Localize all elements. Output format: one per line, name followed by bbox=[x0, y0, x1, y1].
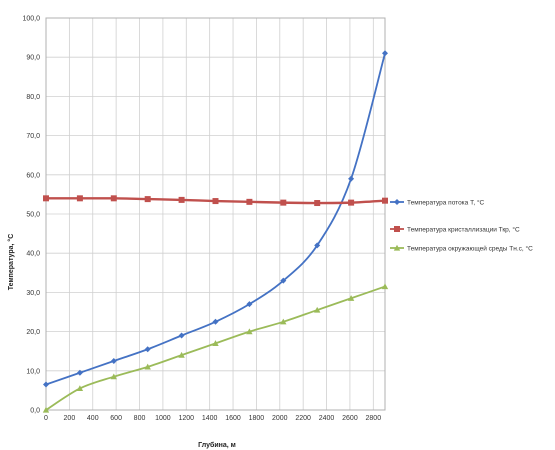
data-point-flow bbox=[76, 369, 83, 376]
x-axis-ticks: 0 200 400 600 800 1000 1200 1400 1600 1800 2000 220… bbox=[44, 415, 381, 422]
data-point-ambient bbox=[212, 340, 219, 346]
series-group bbox=[42, 50, 389, 413]
series-crystallization bbox=[43, 195, 388, 207]
data-point-crystallization bbox=[110, 195, 117, 202]
y-tick-label: 0,0 bbox=[30, 408, 40, 415]
series-line-ambient bbox=[45, 285, 386, 411]
y-tick-label: 90,0 bbox=[26, 55, 40, 62]
legend-marker-flow bbox=[394, 199, 400, 205]
series-flow bbox=[43, 50, 388, 388]
data-point-flow bbox=[314, 242, 321, 249]
data-point-ambient bbox=[110, 373, 117, 380]
x-tick-label: 2400 bbox=[319, 415, 335, 422]
x-tick-label: 2600 bbox=[342, 415, 358, 422]
legend: Температура потока Т, °С Температура крис… bbox=[390, 198, 533, 252]
data-point-flow bbox=[382, 50, 388, 57]
data-point-ambient bbox=[178, 351, 185, 358]
data-point-crystallization bbox=[246, 198, 253, 205]
y-tick-label: 30,0 bbox=[26, 290, 40, 297]
y-tick-label: 60,0 bbox=[26, 172, 40, 179]
x-tick-label: 0 bbox=[44, 415, 48, 422]
x-tick-label: 1000 bbox=[155, 415, 171, 422]
data-point-crystallization bbox=[280, 199, 287, 206]
legend-marker-crystallization bbox=[394, 226, 400, 232]
data-point-ambient bbox=[381, 283, 389, 290]
y-axis-ticks: 0,0 10,0 20,0 30,0 40,0 50,0 60,0 70,0 80,0 90,0 1… bbox=[22, 16, 40, 415]
y-tick-label: 20,0 bbox=[26, 329, 40, 336]
x-tick-label: 800 bbox=[134, 415, 146, 422]
series-line-flow bbox=[45, 53, 386, 386]
y-tick-label: 40,0 bbox=[26, 251, 40, 258]
data-point-flow bbox=[280, 277, 287, 284]
data-point-crystallization bbox=[314, 200, 321, 207]
data-point-flow bbox=[178, 332, 185, 339]
data-point-flow bbox=[212, 318, 219, 325]
y-tick-label: 50,0 bbox=[26, 212, 40, 219]
legend-entry-crystallization: Температура кристаллизации Ткр, °С bbox=[407, 225, 520, 233]
data-point-flow bbox=[110, 358, 117, 364]
y-tick-label: 80,0 bbox=[26, 94, 40, 101]
plot-area-border bbox=[45, 17, 386, 411]
data-point-ambient bbox=[144, 363, 151, 370]
data-point-ambient bbox=[314, 306, 321, 313]
y-tick-label: 100,0 bbox=[22, 16, 40, 23]
x-tick-label: 400 bbox=[87, 415, 99, 422]
data-point-crystallization bbox=[144, 196, 151, 203]
grid-lines bbox=[45, 17, 386, 411]
data-point-crystallization bbox=[43, 195, 49, 202]
data-point-crystallization bbox=[382, 197, 388, 204]
y-axis-label: Температура, °С bbox=[7, 234, 15, 291]
x-tick-label: 2000 bbox=[272, 415, 288, 422]
x-tick-label: 2200 bbox=[295, 415, 311, 422]
data-point-crystallization bbox=[178, 196, 185, 203]
x-axis-label: Глубина, м bbox=[198, 441, 236, 449]
legend-entry-ambient: Температура окружающей среды Тн.с, °С bbox=[407, 244, 533, 252]
y-tick-label: 70,0 bbox=[26, 133, 40, 140]
y-tick-label: 10,0 bbox=[26, 368, 40, 375]
data-point-ambient bbox=[347, 295, 355, 301]
x-tick-label: 200 bbox=[64, 415, 76, 422]
x-tick-label: 2800 bbox=[366, 415, 382, 422]
x-tick-label: 1200 bbox=[178, 415, 194, 422]
x-tick-label: 1400 bbox=[202, 415, 218, 422]
legend-entry-flow: Температура потока Т, °С bbox=[407, 198, 485, 206]
data-point-flow bbox=[144, 346, 151, 353]
data-point-flow bbox=[246, 301, 253, 308]
series-ambient bbox=[42, 283, 389, 413]
data-point-ambient bbox=[42, 406, 50, 413]
data-point-ambient bbox=[280, 318, 287, 325]
data-point-ambient bbox=[246, 328, 253, 335]
data-point-flow bbox=[348, 175, 355, 182]
x-tick-label: 600 bbox=[110, 415, 122, 422]
data-point-crystallization bbox=[76, 195, 83, 202]
data-point-crystallization bbox=[348, 199, 355, 206]
x-tick-label: 1800 bbox=[249, 415, 265, 422]
data-point-ambient bbox=[76, 385, 84, 392]
legend-marker-ambient bbox=[393, 244, 401, 251]
x-tick-label: 1600 bbox=[225, 415, 241, 422]
data-point-crystallization bbox=[212, 198, 219, 205]
data-point-flow bbox=[43, 381, 49, 388]
